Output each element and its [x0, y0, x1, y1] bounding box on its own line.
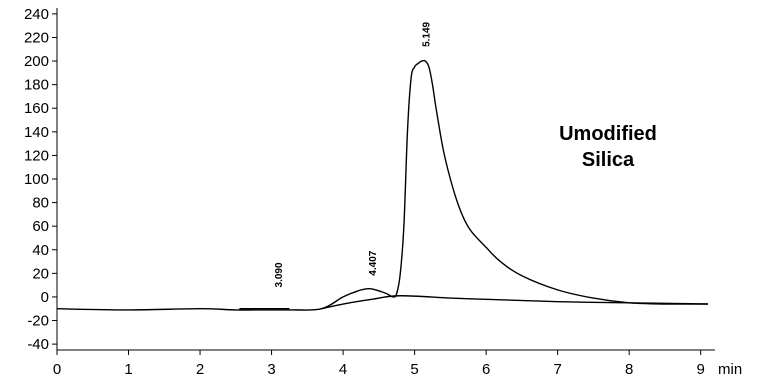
y-tick-label: -20 [27, 313, 49, 330]
peak-label: 4.407 [368, 250, 379, 275]
x-tick-label: 7 [553, 361, 561, 378]
x-axis-label: min [718, 361, 742, 378]
x-tick-label: 9 [697, 361, 705, 378]
x-tick-label: 4 [339, 361, 347, 378]
x-tick-label: 8 [625, 361, 633, 378]
y-tick-label: 140 [24, 124, 49, 141]
x-tick-label: 1 [124, 361, 132, 378]
x-tick-label: 3 [267, 361, 275, 378]
annotation-line-2: Silica [582, 149, 635, 171]
y-tick-label: 80 [32, 195, 49, 212]
series-layer [56, 59, 708, 311]
x-tick-label: 2 [196, 361, 204, 378]
y-tick-label: 180 [24, 77, 49, 94]
y-tick-label: 160 [24, 100, 49, 117]
y-tick-label: 100 [24, 171, 49, 188]
x-axis: 0 1 2 3 4 5 6 7 8 9 min [53, 349, 742, 378]
y-tick-label: 60 [32, 218, 49, 235]
y-tick-label: 20 [32, 265, 49, 282]
series-line-1 [321, 295, 708, 310]
y-tick-label: 240 [24, 6, 49, 23]
y-tick-label: 120 [24, 147, 49, 164]
annotation-line-1: Umodified [559, 123, 657, 145]
y-tick-label: 220 [24, 29, 49, 46]
peak-labels: 3.090 4.407 5.149 [274, 21, 432, 287]
x-tick-label: 0 [53, 361, 61, 378]
peak-label: 5.149 [421, 21, 432, 46]
y-tick-label: 200 [24, 53, 49, 70]
y-tick-label: 40 [32, 242, 49, 259]
x-tick-label: 5 [410, 361, 418, 378]
y-tick-label: -40 [27, 336, 49, 353]
series-line-0 [56, 59, 708, 311]
peak-label: 3.090 [274, 262, 285, 287]
x-tick-label: 6 [482, 361, 490, 378]
y-tick-label: 0 [41, 289, 49, 306]
